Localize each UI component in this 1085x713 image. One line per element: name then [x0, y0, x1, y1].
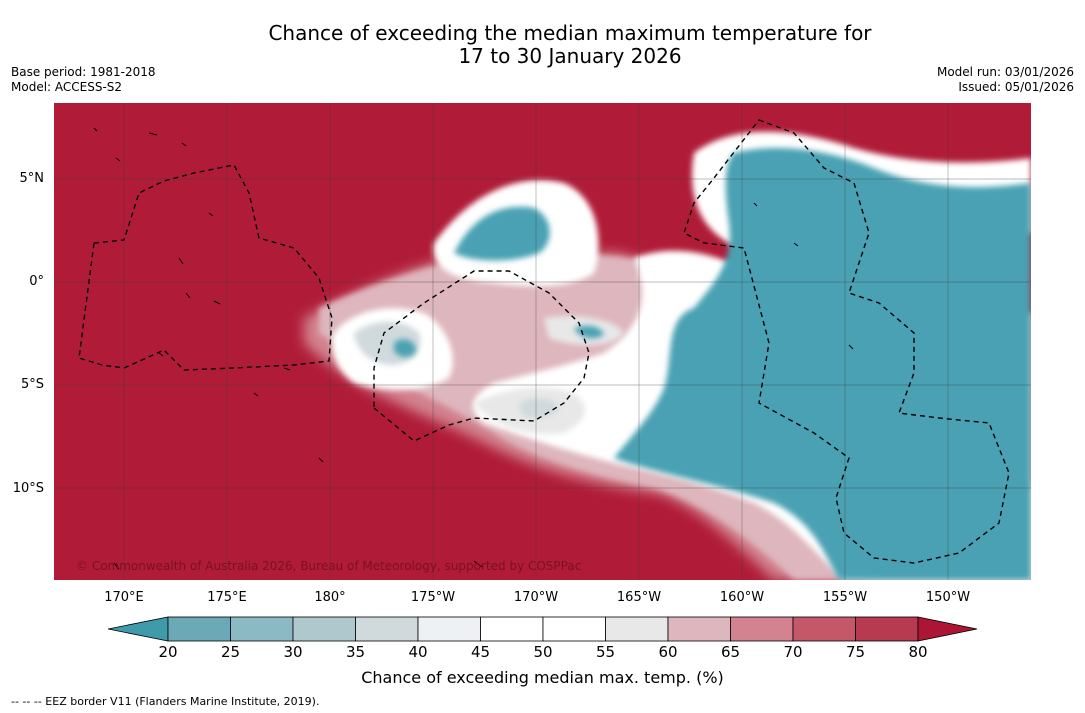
colorbar-tick-20: 20	[158, 643, 178, 661]
graticule	[54, 103, 1031, 580]
colorbar-tick-80: 80	[908, 643, 928, 661]
colorbar-segment-25-30	[230, 616, 294, 642]
colorbar-tick-40: 40	[408, 643, 428, 661]
colorbar-segment-55-60	[605, 616, 669, 642]
model-run: Model run: 03/01/2026	[936, 65, 1074, 79]
colorbar-segment-30-35	[292, 616, 356, 642]
colorbar-tick-55: 55	[595, 643, 616, 661]
issued-date: Issued: 05/01/2026	[958, 80, 1074, 94]
base-period: Base period: 1981-2018	[11, 65, 156, 79]
colorbar-extend-high	[917, 616, 978, 642]
islands	[93, 127, 854, 570]
probability-map: © Commonwealth of Australia 2026, Bureau…	[54, 103, 1031, 580]
colorbar-segment-75-80	[855, 616, 919, 642]
title-line-1: Chance of exceeding the median maximum t…	[268, 21, 872, 45]
colorbar-segment-70-75	[792, 616, 856, 642]
colorbar-tick-70: 70	[783, 643, 803, 661]
colorbar-tick-50: 50	[533, 643, 553, 661]
lon-label-155w: 155°W	[822, 590, 868, 605]
chart-title: Chance of exceeding the median maximum t…	[0, 22, 1085, 68]
title-line-2: 17 to 30 January 2026	[458, 44, 682, 68]
lat-label-10s: 10°S	[12, 481, 44, 496]
colorbar-segment-60-65	[667, 616, 731, 642]
lon-label-175w: 175°W	[410, 590, 456, 605]
lon-label-170w: 170°W	[513, 590, 559, 605]
colorbar-tick-35: 35	[345, 643, 366, 661]
lon-label-180: 180°	[314, 590, 346, 605]
lat-label-5s: 5°S	[20, 377, 44, 392]
lon-label-150w: 150°W	[925, 590, 971, 605]
colorbar-segment-40-45	[417, 616, 481, 642]
model-name: Model: ACCESS-S2	[11, 80, 123, 94]
lat-label-0: 0°	[29, 274, 44, 289]
colorbar-segment-50-55	[542, 616, 606, 642]
colorbar-extend-low	[108, 616, 169, 642]
lon-label-175e: 175°E	[207, 590, 247, 605]
colorbar-segment-65-70	[730, 616, 794, 642]
colorbar-segment-45-50	[480, 616, 544, 642]
colorbar-segment-20-25	[167, 616, 231, 642]
band-20-30	[394, 148, 1031, 580]
lon-label-160w: 160°W	[719, 590, 765, 605]
colorbar	[108, 616, 978, 642]
colorbar-segments	[108, 616, 978, 642]
lon-label-170e: 170°E	[104, 590, 144, 605]
copyright-notice: © Commonwealth of Australia 2026, Bureau…	[76, 559, 581, 573]
colorbar-title: Chance of exceeding median max. temp. (%…	[361, 668, 724, 687]
colorbar-tick-60: 60	[658, 643, 678, 661]
eez-legend-footnote: -- -- -- EEZ border V11 (Flanders Marine…	[11, 695, 320, 708]
colorbar-tick-65: 65	[720, 643, 741, 661]
meta-left: Base period: 1981-2018 Model: ACCESS-S2	[11, 65, 156, 95]
colorbar-segment-35-40	[355, 616, 419, 642]
eez-borders	[78, 119, 1010, 564]
lat-label-5n: 5°N	[19, 171, 45, 186]
colorbar-tick-75: 75	[845, 643, 866, 661]
colorbar-tick-30: 30	[283, 643, 303, 661]
lon-label-165w: 165°W	[616, 590, 662, 605]
colorbar-tick-45: 45	[470, 643, 491, 661]
colorbar-tick-25: 25	[220, 643, 241, 661]
meta-right: Model run: 03/01/2026 Issued: 05/01/2026	[937, 65, 1074, 95]
